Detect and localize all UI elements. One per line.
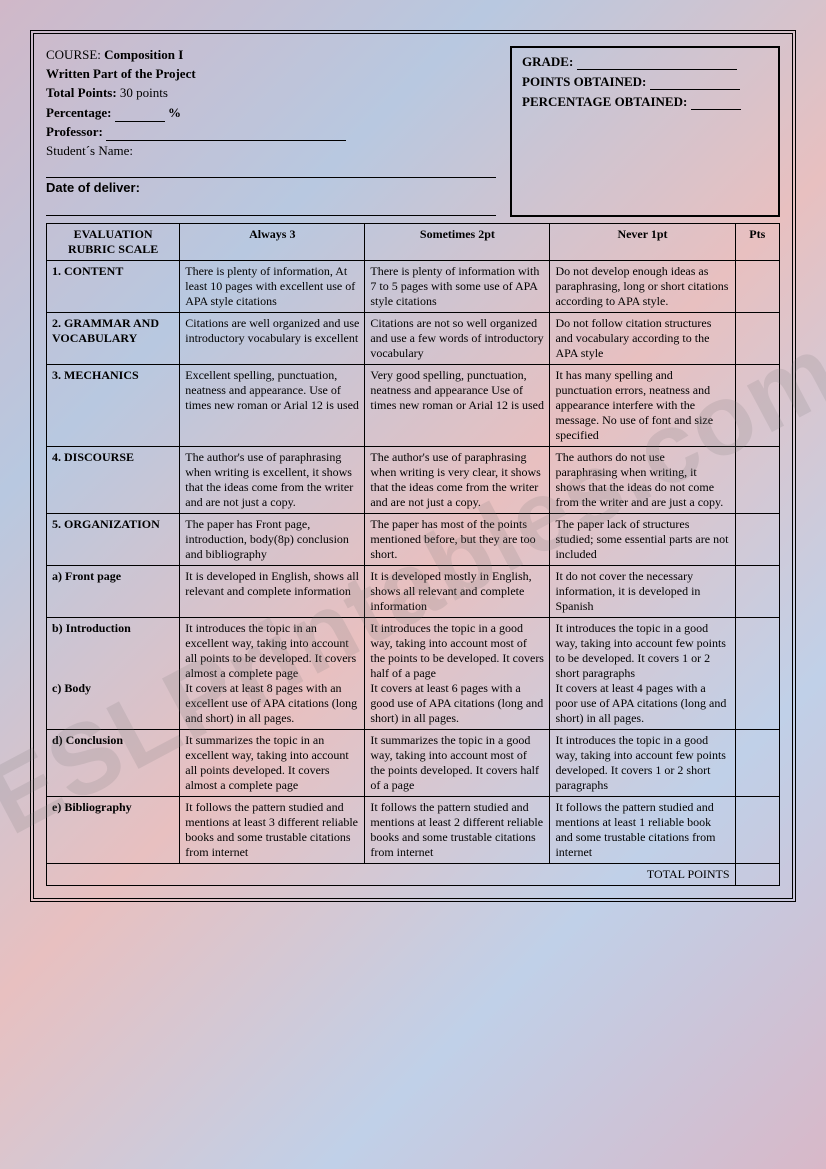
total-points-line: Total Points: 30 points: [46, 84, 510, 102]
total-points-label: Total Points:: [46, 85, 117, 100]
grade-line: GRADE:: [522, 54, 768, 70]
percentage-line: Percentage: %: [46, 104, 510, 122]
percentage-obtained-line: PERCENTAGE OBTAINED:: [522, 94, 768, 110]
table-row: b) Introduction c) BodyIt introduces the…: [47, 617, 780, 729]
row-label: 1. CONTENT: [47, 260, 180, 312]
cell-never: It has many spelling and punctuation err…: [550, 364, 735, 446]
student-line: Student´s Name:: [46, 142, 510, 178]
pts-cell[interactable]: [735, 446, 779, 513]
points-obtained-label: POINTS OBTAINED:: [522, 74, 646, 89]
cell-always: Citations are well organized and use int…: [180, 312, 365, 364]
table-row: e) BibliographyIt follows the pattern st…: [47, 796, 780, 863]
header-sometimes: Sometimes 2pt: [365, 223, 550, 260]
cell-never: It follows the pattern studied and menti…: [550, 796, 735, 863]
percentage-suffix: %: [168, 105, 181, 120]
percentage-obtained-blank[interactable]: [691, 97, 741, 110]
header-scale: EVALUATION RUBRIC SCALE: [47, 223, 180, 260]
table-row: 5. ORGANIZATIONThe paper has Front page,…: [47, 513, 780, 565]
row-label: b) Introduction c) Body: [47, 617, 180, 729]
grade-label: GRADE:: [522, 54, 573, 69]
table-row: 1. CONTENTThere is plenty of information…: [47, 260, 780, 312]
grade-blank[interactable]: [577, 57, 737, 70]
cell-sometimes: It follows the pattern studied and menti…: [365, 796, 550, 863]
rubric-table: EVALUATION RUBRIC SCALE Always 3 Sometim…: [46, 223, 780, 886]
cell-never: It do not cover the necessary informatio…: [550, 565, 735, 617]
cell-always: The paper has Front page, introduction, …: [180, 513, 365, 565]
table-row: a) Front pageIt is developed in English,…: [47, 565, 780, 617]
pts-cell[interactable]: [735, 513, 779, 565]
page: ESLPrintables.com COURSE: Composition I …: [0, 0, 826, 1169]
row-label: 3. MECHANICS: [47, 364, 180, 446]
professor-label: Professor:: [46, 124, 103, 139]
row-label: 2. GRAMMAR AND VOCABULARY: [47, 312, 180, 364]
cell-always: It is developed in English, shows all re…: [180, 565, 365, 617]
cell-never: Do not follow citation structures and vo…: [550, 312, 735, 364]
table-row: 3. MECHANICSExcellent spelling, punctuat…: [47, 364, 780, 446]
cell-always: It follows the pattern studied and menti…: [180, 796, 365, 863]
points-obtained-blank[interactable]: [650, 77, 740, 90]
course-value: Composition I: [104, 47, 183, 62]
cell-always: The author's use of paraphrasing when wr…: [180, 446, 365, 513]
header-never: Never 1pt: [550, 223, 735, 260]
cell-always: Excellent spelling, punctuation, neatnes…: [180, 364, 365, 446]
points-obtained-line: POINTS OBTAINED:: [522, 74, 768, 90]
total-value[interactable]: [735, 863, 779, 885]
cell-never: Do not develop enough ideas as paraphras…: [550, 260, 735, 312]
cell-never: The authors do not use paraphrasing when…: [550, 446, 735, 513]
cell-sometimes: It summarizes the topic in a good way, t…: [365, 729, 550, 796]
percentage-label: Percentage:: [46, 105, 111, 120]
pts-cell[interactable]: [735, 312, 779, 364]
cell-sometimes: It introduces the topic in a good way, t…: [365, 617, 550, 729]
grade-box: GRADE: POINTS OBTAINED: PERCENTAGE OBTAI…: [510, 46, 780, 217]
cell-always: It introduces the topic in an excellent …: [180, 617, 365, 729]
cell-sometimes: Very good spelling, punctuation, neatnes…: [365, 364, 550, 446]
cell-never: It introduces the topic in a good way, t…: [550, 617, 735, 729]
cell-sometimes: Citations are not so well organized and …: [365, 312, 550, 364]
row-label: e) Bibliography: [47, 796, 180, 863]
table-row: d) ConclusionIt summarizes the topic in …: [47, 729, 780, 796]
pts-cell[interactable]: [735, 364, 779, 446]
header-area: COURSE: Composition I Written Part of th…: [46, 46, 780, 217]
table-header-row: EVALUATION RUBRIC SCALE Always 3 Sometim…: [47, 223, 780, 260]
date-line: Date of deliver:: [46, 179, 510, 215]
header-pts: Pts: [735, 223, 779, 260]
cell-sometimes: It is developed mostly in English, shows…: [365, 565, 550, 617]
professor-blank[interactable]: [106, 128, 346, 141]
table-row: 2. GRAMMAR AND VOCABULARYCitations are w…: [47, 312, 780, 364]
percentage-blank[interactable]: [115, 109, 165, 122]
cell-always: There is plenty of information, At least…: [180, 260, 365, 312]
cell-sometimes: The paper has most of the points mention…: [365, 513, 550, 565]
row-label: 5. ORGANIZATION: [47, 513, 180, 565]
date-blank[interactable]: [46, 203, 496, 216]
cell-sometimes: There is plenty of information with 7 to…: [365, 260, 550, 312]
pts-cell[interactable]: [735, 260, 779, 312]
row-label: 4. DISCOURSE: [47, 446, 180, 513]
course-info: COURSE: Composition I Written Part of th…: [46, 46, 510, 217]
subtitle: Written Part of the Project: [46, 65, 510, 83]
cell-never: It introduces the topic in a good way, t…: [550, 729, 735, 796]
header-always: Always 3: [180, 223, 365, 260]
course-label: COURSE:: [46, 47, 101, 62]
pts-cell[interactable]: [735, 565, 779, 617]
cell-sometimes: The author's use of paraphrasing when wr…: [365, 446, 550, 513]
pts-cell[interactable]: [735, 617, 779, 729]
student-blank[interactable]: [46, 165, 496, 178]
pts-cell[interactable]: [735, 796, 779, 863]
row-label: a) Front page: [47, 565, 180, 617]
row-label: d) Conclusion: [47, 729, 180, 796]
date-label: Date of deliver:: [46, 180, 140, 195]
total-label: TOTAL POINTS: [47, 863, 736, 885]
pts-cell[interactable]: [735, 729, 779, 796]
percentage-obtained-label: PERCENTAGE OBTAINED:: [522, 94, 687, 109]
total-row: TOTAL POINTS: [47, 863, 780, 885]
document-frame: COURSE: Composition I Written Part of th…: [30, 30, 796, 902]
professor-line: Professor:: [46, 123, 510, 141]
student-label: Student´s Name:: [46, 143, 133, 158]
cell-never: The paper lack of structures studied; so…: [550, 513, 735, 565]
table-row: 4. DISCOURSEThe author's use of paraphra…: [47, 446, 780, 513]
course-line: COURSE: Composition I: [46, 46, 510, 64]
total-points-value: 30 points: [120, 85, 168, 100]
cell-always: It summarizes the topic in an excellent …: [180, 729, 365, 796]
